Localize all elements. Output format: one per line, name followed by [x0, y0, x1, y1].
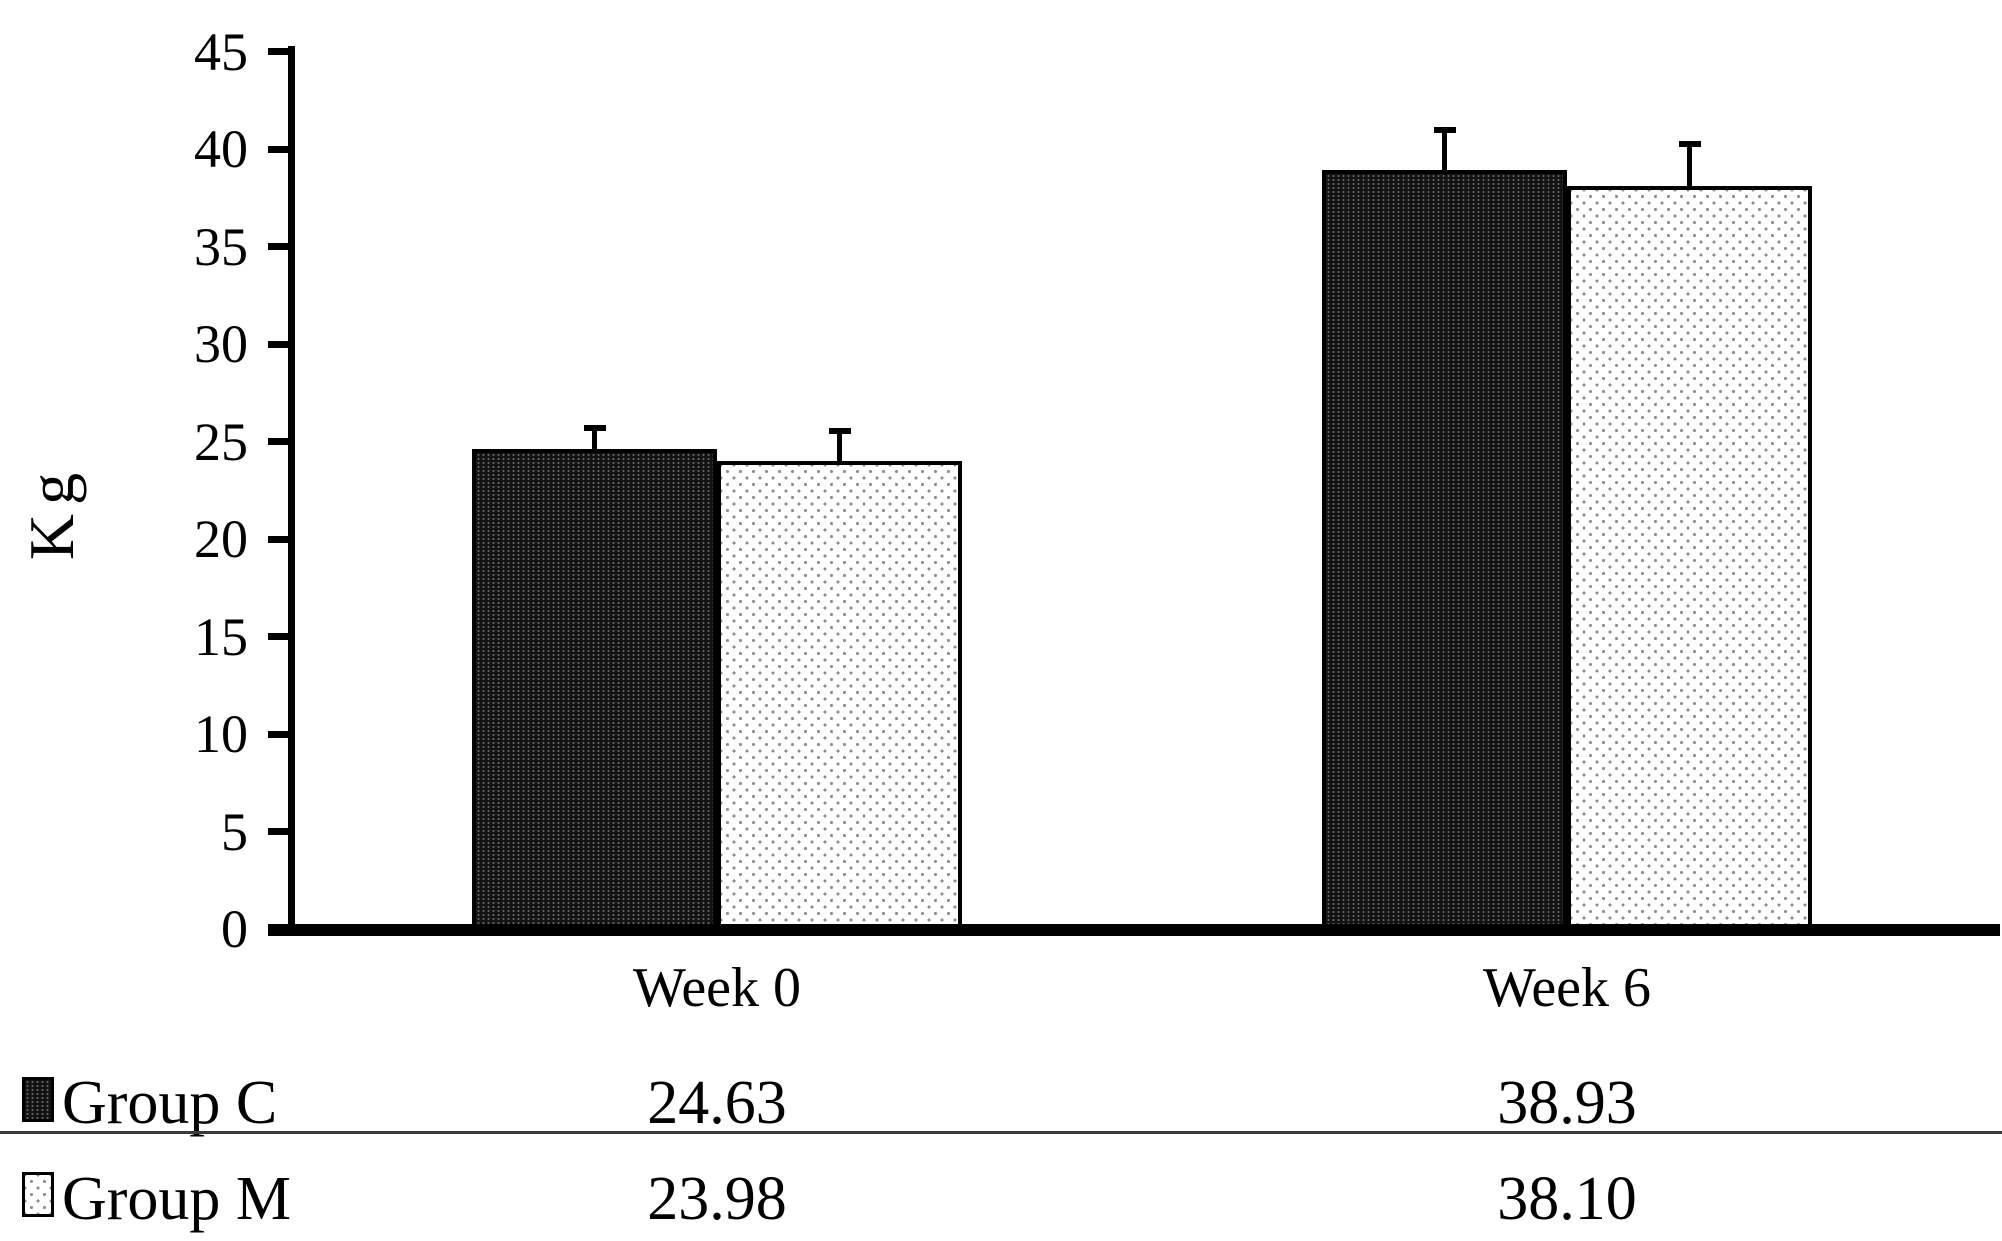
- y-axis-tick-label-0: 0: [221, 899, 248, 959]
- y-axis-tick-label-25: 25: [194, 411, 248, 472]
- x-axis-line: [268, 924, 2000, 936]
- error-bar-cap-group-c-week-0: [583, 425, 606, 432]
- y-axis-tick-20: [268, 535, 288, 543]
- group-m-legend-label: Group M: [62, 1165, 292, 1233]
- group-m-legend-swatch: [22, 1172, 54, 1217]
- y-axis-tick-label-10: 10: [194, 704, 248, 764]
- x-category-label-week-0: Week 0: [632, 957, 802, 1019]
- y-axis-tick-15: [268, 633, 288, 640]
- error-bar-stem-group-m-week-0: [837, 434, 842, 462]
- error-bar-cap-group-c-week-6: [1433, 126, 1456, 133]
- error-bar-stem-group-m-week-6: [1687, 147, 1692, 187]
- y-axis-tick-30: [268, 340, 288, 348]
- error-bar-stem-group-c-week-0: [592, 431, 597, 449]
- y-axis-tick-5: [268, 828, 288, 835]
- group-c-week0-value: 24.63: [647, 1069, 787, 1137]
- y-axis-tick-35: [268, 243, 288, 250]
- bar-group-c-week-6: [1322, 169, 1567, 934]
- y-axis-tick-label-20: 20: [194, 509, 248, 569]
- bar-group-m-week-6: [1567, 186, 1812, 934]
- y-axis-tick-25: [268, 438, 288, 445]
- y-axis-tick-40: [268, 145, 288, 153]
- y-axis-tick-label-5: 5: [221, 801, 248, 862]
- y-axis-tick-label-45: 45: [194, 21, 248, 82]
- group-c-legend-swatch: [22, 1077, 54, 1122]
- bar-group-m-week-0: [717, 461, 962, 934]
- error-bar-cap-group-m-week-6: [1678, 141, 1701, 148]
- y-axis-label: Kg: [16, 463, 87, 561]
- y-axis-tick-label-35: 35: [194, 216, 248, 277]
- y-axis-tick-label-40: 40: [194, 119, 248, 179]
- y-axis-tick-label-15: 15: [194, 606, 248, 667]
- y-axis-line: [288, 46, 295, 932]
- group-c-legend-label: Group C: [62, 1069, 278, 1137]
- y-axis-tick-10: [268, 730, 288, 738]
- group-m-week6-value: 38.10: [1497, 1165, 1637, 1233]
- error-bar-stem-group-c-week-6: [1442, 132, 1447, 170]
- x-category-label-week-6: Week 6: [1482, 957, 1652, 1019]
- y-axis-tick-label-30: 30: [194, 314, 248, 374]
- table-separator-line: [0, 1131, 2002, 1134]
- group-c-week6-value: 38.93: [1497, 1069, 1637, 1137]
- y-axis-tick-45: [268, 48, 288, 55]
- group-m-week0-value: 23.98: [647, 1165, 787, 1233]
- error-bar-cap-group-m-week-0: [828, 428, 851, 435]
- bar-group-c-week-0: [472, 448, 717, 934]
